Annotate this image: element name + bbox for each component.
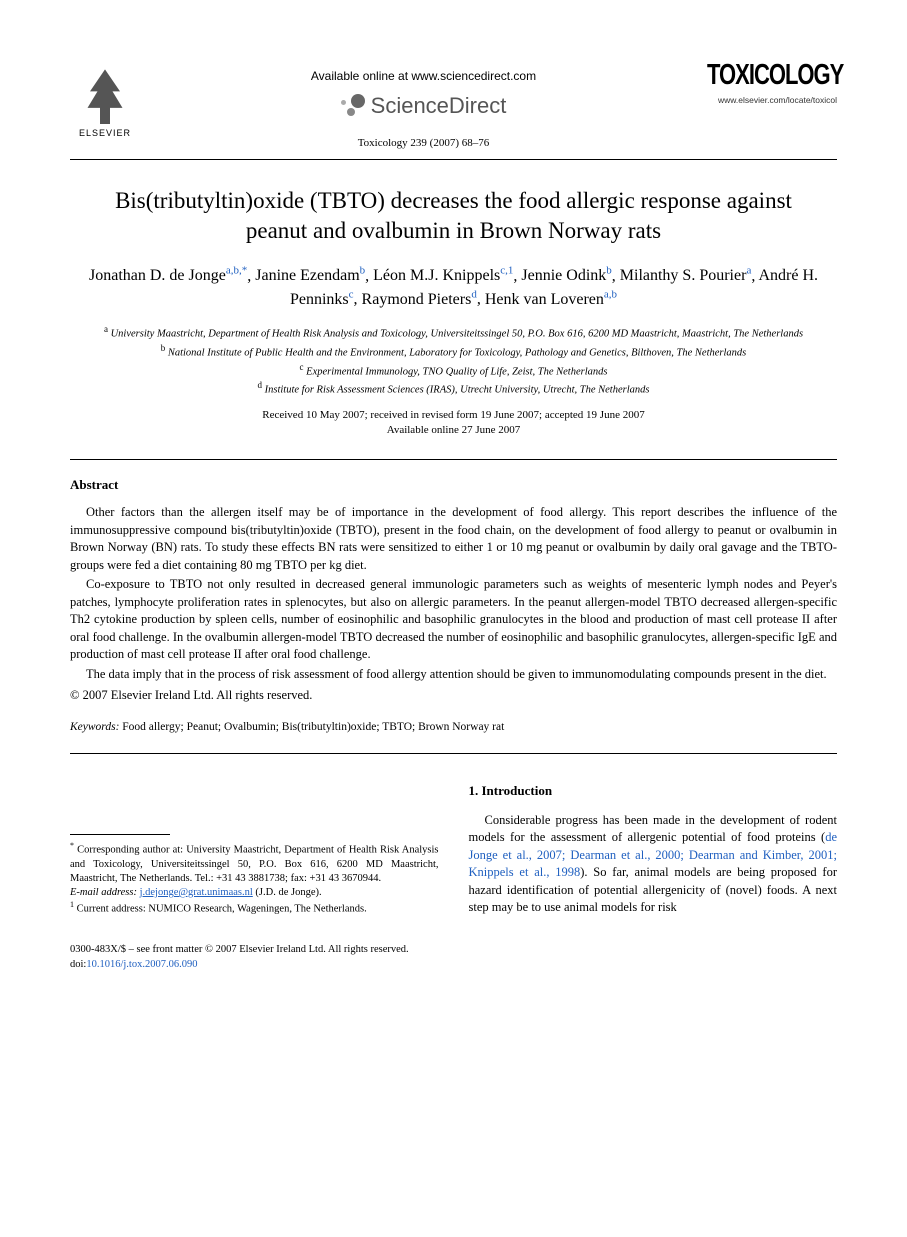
citation: Toxicology 239 (2007) 68–76 (140, 136, 707, 151)
right-column: 1. Introduction Considerable progress ha… (469, 782, 838, 917)
author: Henk van Loverena,b (485, 291, 617, 308)
elsevier-label: ELSEVIER (79, 127, 131, 140)
author: Jonathan D. de Jongea,b,* (89, 267, 247, 284)
abstract-p2: Co-exposure to TBTO not only resulted in… (70, 576, 837, 664)
issn-line: 0300-483X/$ – see front matter © 2007 El… (70, 943, 837, 958)
abstract-bottom-rule (70, 753, 837, 754)
article-dates: Received 10 May 2007; received in revise… (70, 408, 837, 439)
elsevier-logo: ELSEVIER (70, 60, 140, 140)
keywords: Keywords: Food allergy; Peanut; Ovalbumi… (70, 719, 837, 735)
doi-link[interactable]: 10.1016/j.tox.2007.06.090 (86, 959, 197, 970)
abstract-p1: Other factors than the allergen itself m… (70, 504, 837, 574)
sciencedirect-brand: ScienceDirect (140, 91, 707, 122)
footnote-rule (70, 834, 170, 835)
author: Janine Ezendamb (255, 267, 365, 284)
center-header: Available online at www.sciencedirect.co… (140, 60, 707, 151)
abstract-top-rule (70, 459, 837, 460)
received-date: Received 10 May 2007; received in revise… (70, 408, 837, 423)
current-address-footnote: 1 Current address: NUMICO Research, Wage… (70, 900, 439, 917)
header-rule (70, 159, 837, 160)
email-link[interactable]: j.dejonge@grat.unimaas.nl (140, 887, 253, 898)
doi-line: doi:10.1016/j.tox.2007.06.090 (70, 958, 837, 973)
journal-url[interactable]: www.elsevier.com/locate/toxicol (707, 95, 837, 107)
journal-name: TOXICOLOGY (707, 55, 837, 95)
header-row: ELSEVIER Available online at www.science… (70, 60, 837, 151)
two-column-body: * Corresponding author at: University Ma… (70, 782, 837, 917)
keywords-label: Keywords: (70, 721, 119, 733)
article-title: Bis(tributyltin)oxide (TBTO) decreases t… (90, 186, 817, 246)
sciencedirect-icon (341, 94, 365, 118)
abstract-heading: Abstract (70, 476, 837, 494)
abstract-p3: The data imply that in the process of ri… (70, 666, 837, 684)
author: Jennie Odinkb (521, 267, 611, 284)
page: ELSEVIER Available online at www.science… (0, 0, 907, 1012)
intro-heading: 1. Introduction (469, 782, 838, 800)
author: Raymond Pietersd (362, 291, 477, 308)
copyright: © 2007 Elsevier Ireland Ltd. All rights … (70, 687, 837, 705)
available-online-text: Available online at www.sciencedirect.co… (140, 68, 707, 85)
corresponding-footnote: * Corresponding author at: University Ma… (70, 841, 439, 886)
left-column: * Corresponding author at: University Ma… (70, 782, 439, 917)
email-footnote: E-mail address: j.dejonge@grat.unimaas.n… (70, 886, 439, 900)
keywords-text: Food allergy; Peanut; Ovalbumin; Bis(tri… (122, 721, 504, 733)
affiliations: a University Maastricht, Department of H… (70, 323, 837, 398)
intro-paragraph: Considerable progress has been made in t… (469, 812, 838, 917)
page-footer: 0300-483X/$ – see front matter © 2007 El… (70, 943, 837, 972)
author: Milanthy S. Pouriera (620, 267, 752, 284)
elsevier-tree-icon (80, 69, 130, 124)
author: Léon M.J. Knippelsc,1 (373, 267, 513, 284)
online-date: Available online 27 June 2007 (70, 423, 837, 438)
journal-box: TOXICOLOGY www.elsevier.com/locate/toxic… (707, 60, 837, 107)
sciencedirect-text: ScienceDirect (371, 91, 507, 122)
authors-block: Jonathan D. de Jongea,b,*, Janine Ezenda… (80, 264, 827, 311)
